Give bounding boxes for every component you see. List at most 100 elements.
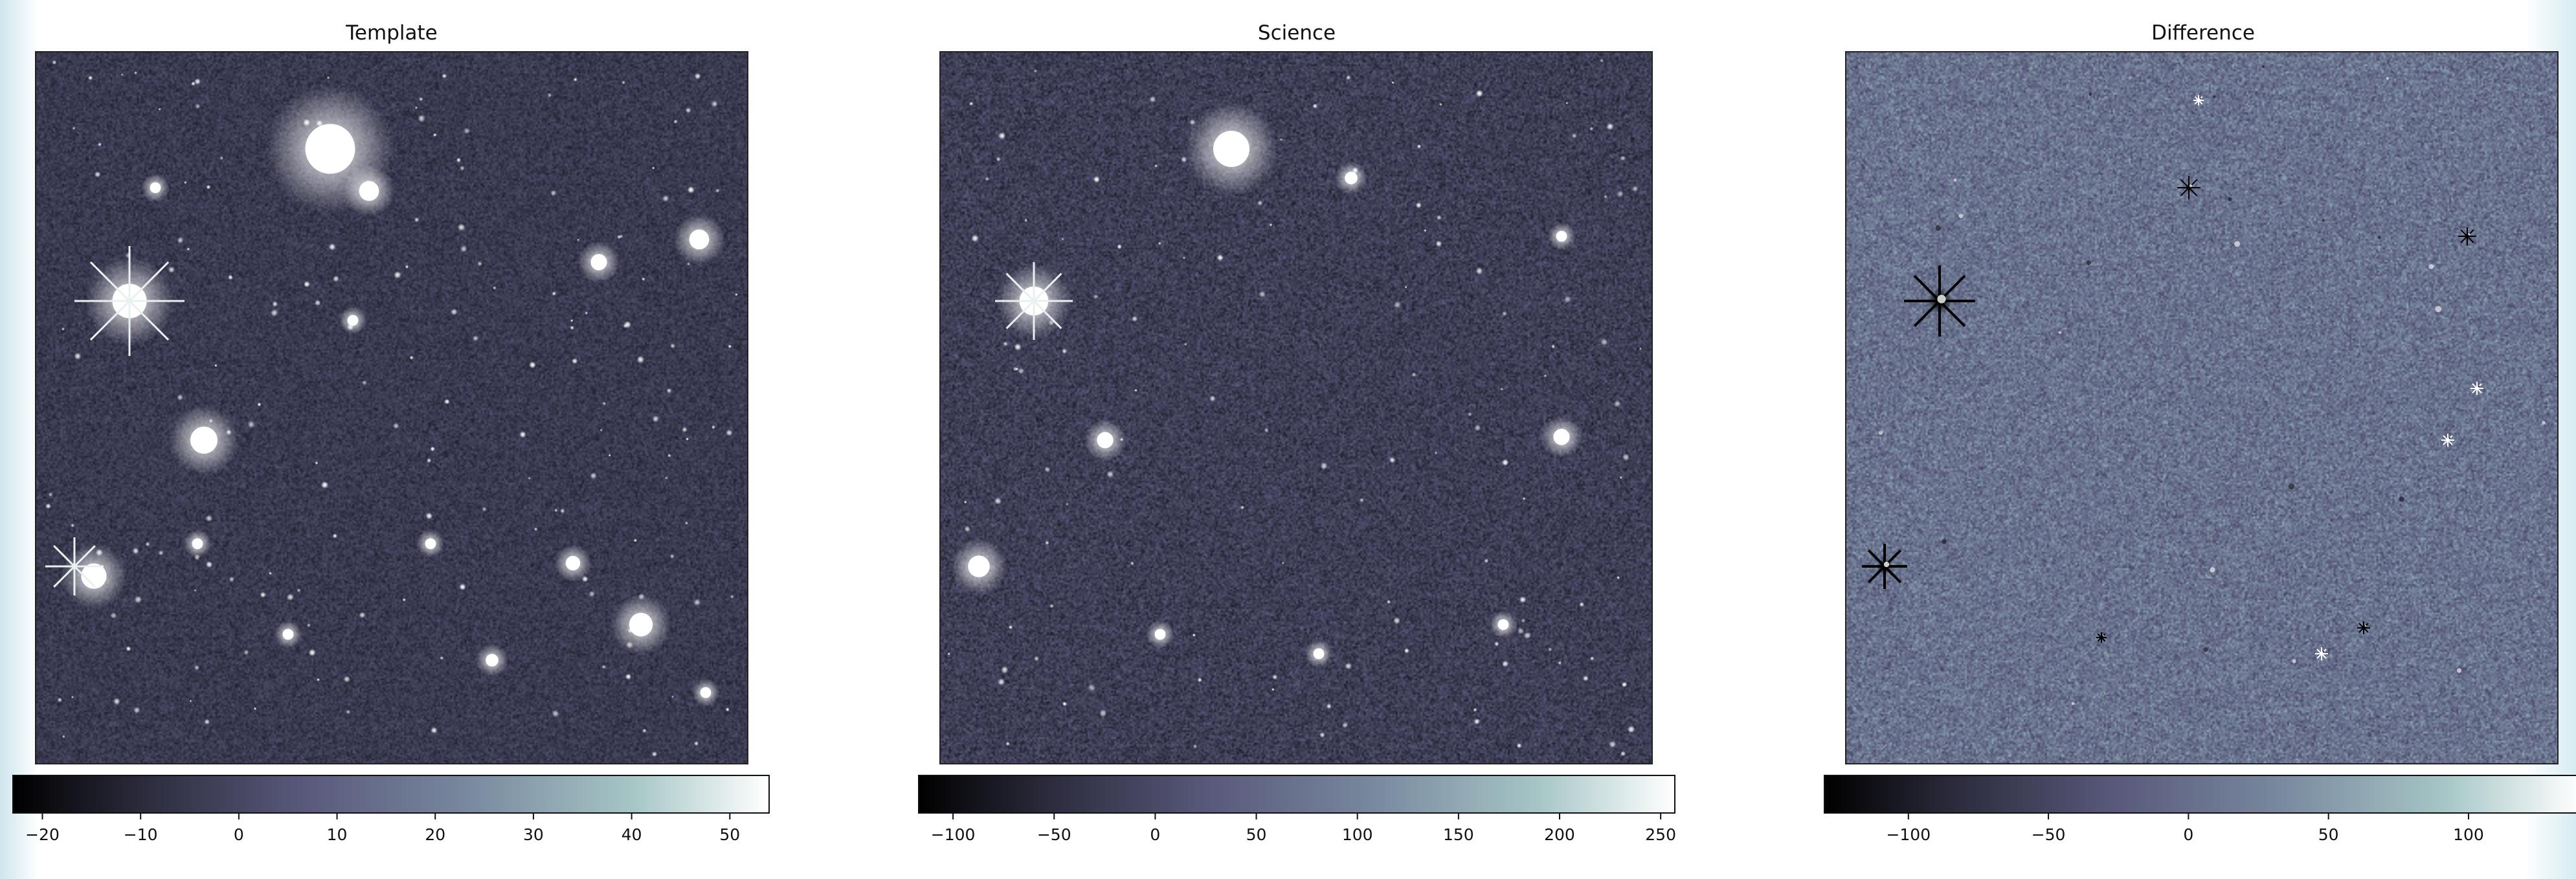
source (418, 96, 423, 102)
source (2428, 263, 2434, 269)
source (619, 234, 623, 239)
source (443, 399, 450, 405)
source (550, 190, 557, 196)
source (1320, 462, 1328, 470)
colorbar-bar-template (12, 775, 770, 814)
source (1117, 244, 1123, 250)
colorbar-tick-label-difference: −50 (2032, 825, 2066, 844)
source (194, 665, 200, 671)
source (270, 309, 278, 317)
source (219, 156, 224, 161)
source (346, 709, 351, 715)
diffraction-spike (1005, 273, 1062, 329)
source (1279, 138, 1283, 142)
source (1473, 718, 1481, 725)
source (361, 380, 367, 386)
source (257, 402, 262, 407)
source (1582, 675, 1589, 682)
source (599, 428, 603, 432)
source (1389, 456, 1396, 463)
source (409, 355, 414, 360)
source (306, 623, 311, 628)
source (1435, 240, 1442, 247)
source (560, 508, 565, 514)
source (971, 234, 979, 243)
source (686, 437, 689, 441)
colorbar-tick-label-difference: −100 (1886, 825, 1931, 844)
source (177, 394, 184, 401)
source (1197, 677, 1203, 683)
source (1088, 684, 1096, 692)
source (651, 751, 658, 757)
source (1434, 451, 1437, 454)
source (432, 133, 437, 137)
source (1099, 709, 1107, 717)
source (45, 503, 51, 509)
source (1937, 295, 1946, 304)
source (192, 538, 203, 550)
source (1439, 102, 1442, 106)
source (1620, 155, 1626, 161)
source (636, 355, 645, 364)
source (2386, 77, 2389, 80)
colorbar-tick-label-template: 50 (719, 825, 740, 844)
source (134, 595, 142, 604)
source (1033, 69, 1038, 73)
source (253, 707, 257, 710)
source (711, 100, 719, 107)
source (1622, 453, 1630, 462)
image-template (35, 51, 748, 764)
source (158, 107, 161, 111)
source (570, 325, 574, 330)
source (214, 364, 218, 368)
source (623, 320, 632, 329)
source (1519, 596, 1527, 603)
source (359, 612, 366, 619)
source (243, 649, 249, 656)
source (126, 646, 131, 652)
diffraction-spike (2443, 435, 2453, 445)
colorbar-tick-label-science: 200 (1544, 825, 1575, 844)
source (1603, 194, 1608, 199)
source (2468, 233, 2470, 236)
source (472, 335, 479, 342)
source (1216, 254, 1224, 261)
source (1631, 185, 1639, 192)
source (414, 217, 420, 223)
source (1345, 662, 1352, 670)
source (133, 71, 138, 75)
source (2322, 651, 2325, 653)
source (985, 176, 990, 181)
source (320, 481, 329, 489)
source (1417, 144, 1422, 149)
source (963, 500, 967, 504)
colorbar-tick-label-difference: 100 (2453, 825, 2484, 844)
source (1878, 430, 1883, 436)
source (2262, 65, 2265, 69)
source (113, 697, 120, 706)
source (1106, 470, 1114, 478)
source (1415, 202, 1422, 208)
source (1606, 122, 1614, 131)
source (145, 541, 151, 547)
source (1501, 459, 1509, 466)
source (2210, 567, 2215, 573)
source (572, 358, 578, 364)
source (1589, 126, 1594, 131)
source (1556, 230, 1567, 242)
source (1130, 561, 1134, 566)
source (425, 512, 433, 520)
source (1062, 348, 1068, 354)
source (463, 128, 471, 135)
source (205, 561, 213, 568)
source (1475, 267, 1483, 275)
source (2542, 421, 2546, 425)
diffraction-spike (89, 261, 170, 341)
source (52, 60, 57, 65)
source (969, 101, 974, 106)
source (392, 423, 399, 429)
source (1015, 367, 1019, 371)
source (1066, 502, 1069, 506)
source (332, 533, 338, 539)
